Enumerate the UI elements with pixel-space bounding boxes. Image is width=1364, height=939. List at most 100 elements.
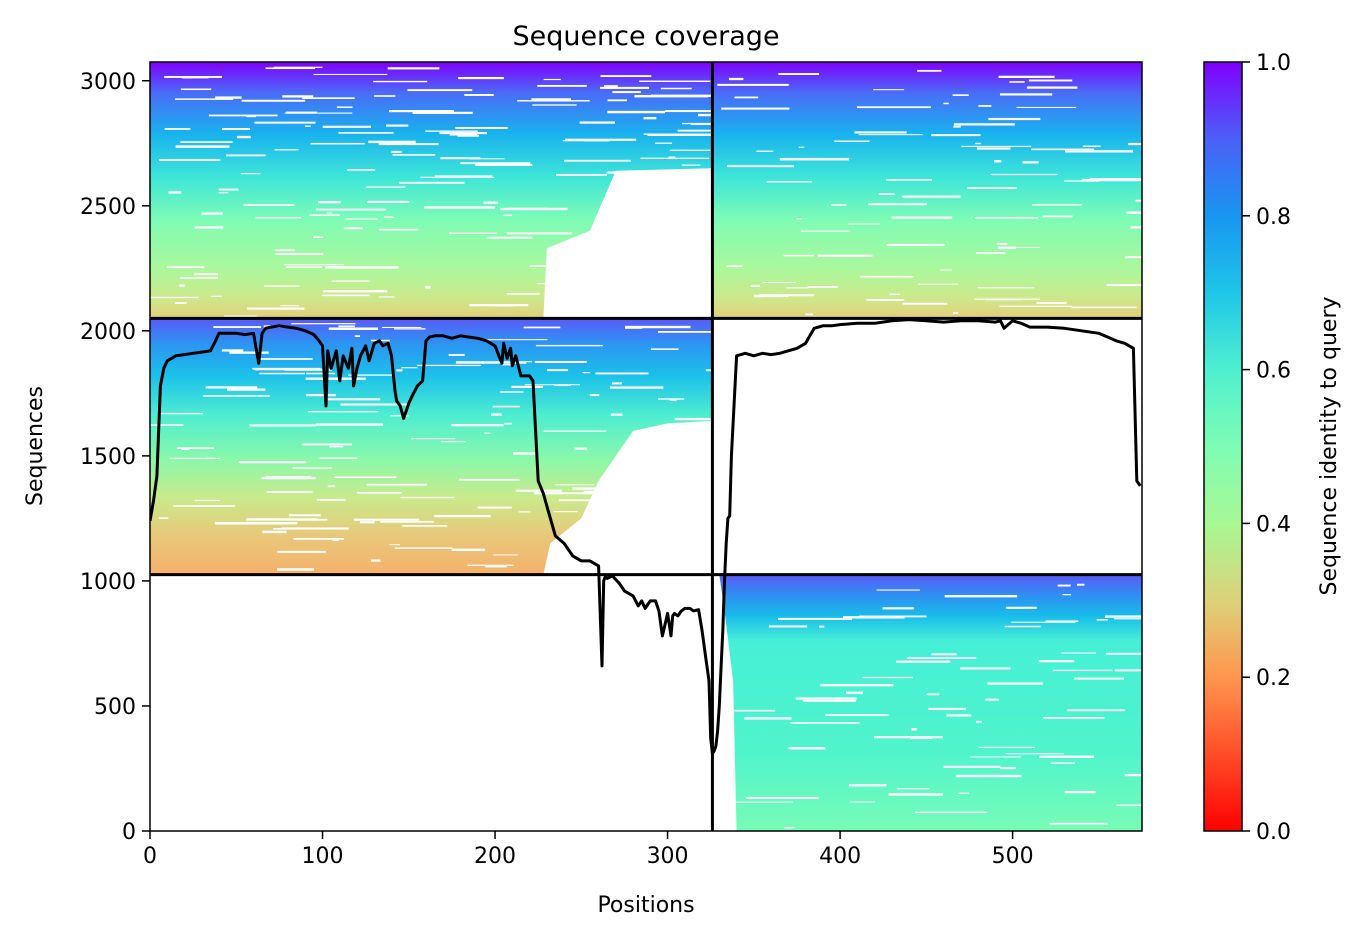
gap-segment (367, 200, 410, 203)
gap-segment (501, 364, 514, 366)
gap-segment (660, 479, 709, 482)
gap-segment (910, 736, 933, 740)
gap-segment (506, 292, 540, 295)
gap-segment (387, 67, 440, 70)
gap-segment (484, 432, 491, 434)
gap-segment (532, 104, 577, 106)
gap-segment (448, 354, 465, 356)
gap-segment (820, 683, 894, 687)
gap-segment (1026, 86, 1078, 89)
gap-segment (1004, 625, 1041, 628)
gap-segment (790, 722, 860, 724)
gap-segment (976, 720, 983, 723)
gap-segment (332, 539, 339, 541)
gap-segment (721, 84, 790, 86)
gap-segment (331, 280, 371, 282)
gap-segment (347, 169, 376, 171)
gap-segment (283, 264, 345, 266)
gap-segment (668, 448, 713, 451)
gap-segment (953, 123, 1015, 126)
gap-segment (326, 212, 333, 214)
colorbar-tick-label: 0.2 (1256, 666, 1291, 691)
gap-segment (500, 391, 524, 393)
gap-segment (614, 312, 683, 315)
gap-segment (1052, 669, 1113, 672)
gap-segment (650, 348, 679, 351)
gap-segment (750, 285, 760, 288)
gap-segment (807, 285, 838, 288)
msa-blocks (150, 62, 1142, 831)
gap-segment (322, 125, 371, 128)
y-axis-label: Sequences (23, 386, 48, 506)
gap-segment (407, 89, 473, 92)
gap-segment (523, 326, 561, 329)
gap-segment (946, 714, 972, 717)
gap-segment (952, 94, 969, 96)
gap-segment (458, 76, 504, 80)
gap-segment (805, 313, 813, 316)
gap-segment (168, 191, 182, 194)
gap-segment (845, 691, 864, 694)
gap-segment (849, 801, 876, 803)
gap-segment (370, 559, 381, 562)
gap-segment (600, 86, 650, 89)
gap-segment (1042, 717, 1105, 719)
gap-segment (343, 227, 363, 230)
gap-segment (1082, 178, 1142, 182)
gap-segment (1064, 180, 1100, 182)
gap-segment (693, 572, 713, 575)
gap-segment (326, 398, 381, 401)
gap-segment (977, 287, 1035, 289)
gap-segment (292, 467, 333, 469)
x-tick-label: 0 (143, 844, 157, 869)
gap-segment (214, 522, 288, 525)
gap-segment (218, 192, 229, 194)
gap-segment (181, 448, 190, 450)
gap-segment (562, 561, 637, 564)
gap-segment (338, 132, 394, 134)
gap-segment (241, 99, 306, 102)
gap-segment (994, 160, 1002, 163)
gap-segment (179, 277, 218, 279)
gap-segment (842, 616, 905, 619)
gap-segment (281, 527, 349, 530)
gap-segment (906, 657, 977, 659)
gap-segment (439, 132, 488, 135)
gap-segment (506, 232, 573, 235)
gap-segment (400, 496, 455, 499)
gap-segment (236, 135, 251, 139)
gap-segment (1071, 306, 1137, 309)
gap-segment (1028, 79, 1073, 82)
x-tick-label: 300 (647, 844, 689, 869)
gap-segment (902, 302, 948, 305)
gap-segment (943, 765, 1001, 768)
gap-segment (322, 294, 370, 297)
x-axis: 0 100 200 300 400 500 (143, 831, 1034, 869)
chain-boundaries (150, 62, 1142, 831)
gap-segment (313, 73, 388, 76)
gap-segment (201, 212, 223, 215)
gap-segment (449, 133, 478, 136)
gap-segment (564, 159, 631, 162)
gap-segment (449, 232, 497, 235)
gap-segment (639, 80, 711, 82)
gap-segment (277, 550, 326, 553)
gap-segment (873, 736, 943, 739)
gap-segment (475, 163, 533, 167)
gap-segment (319, 457, 358, 459)
gap-segment (1116, 804, 1142, 807)
gap-segment (310, 142, 365, 145)
gap-segment (307, 411, 379, 413)
gap-segment (306, 372, 336, 375)
gap-segment (273, 66, 323, 68)
gap-segment (205, 386, 258, 389)
gap-segment (854, 131, 907, 134)
gap-segment (293, 538, 344, 540)
gap-segment (338, 325, 355, 328)
gap-segment (611, 382, 622, 385)
gap-segment (264, 522, 298, 525)
gap-segment (615, 471, 677, 474)
gap-segment (1105, 652, 1142, 655)
gap-segment (1125, 256, 1142, 259)
gap-segment (687, 520, 700, 522)
